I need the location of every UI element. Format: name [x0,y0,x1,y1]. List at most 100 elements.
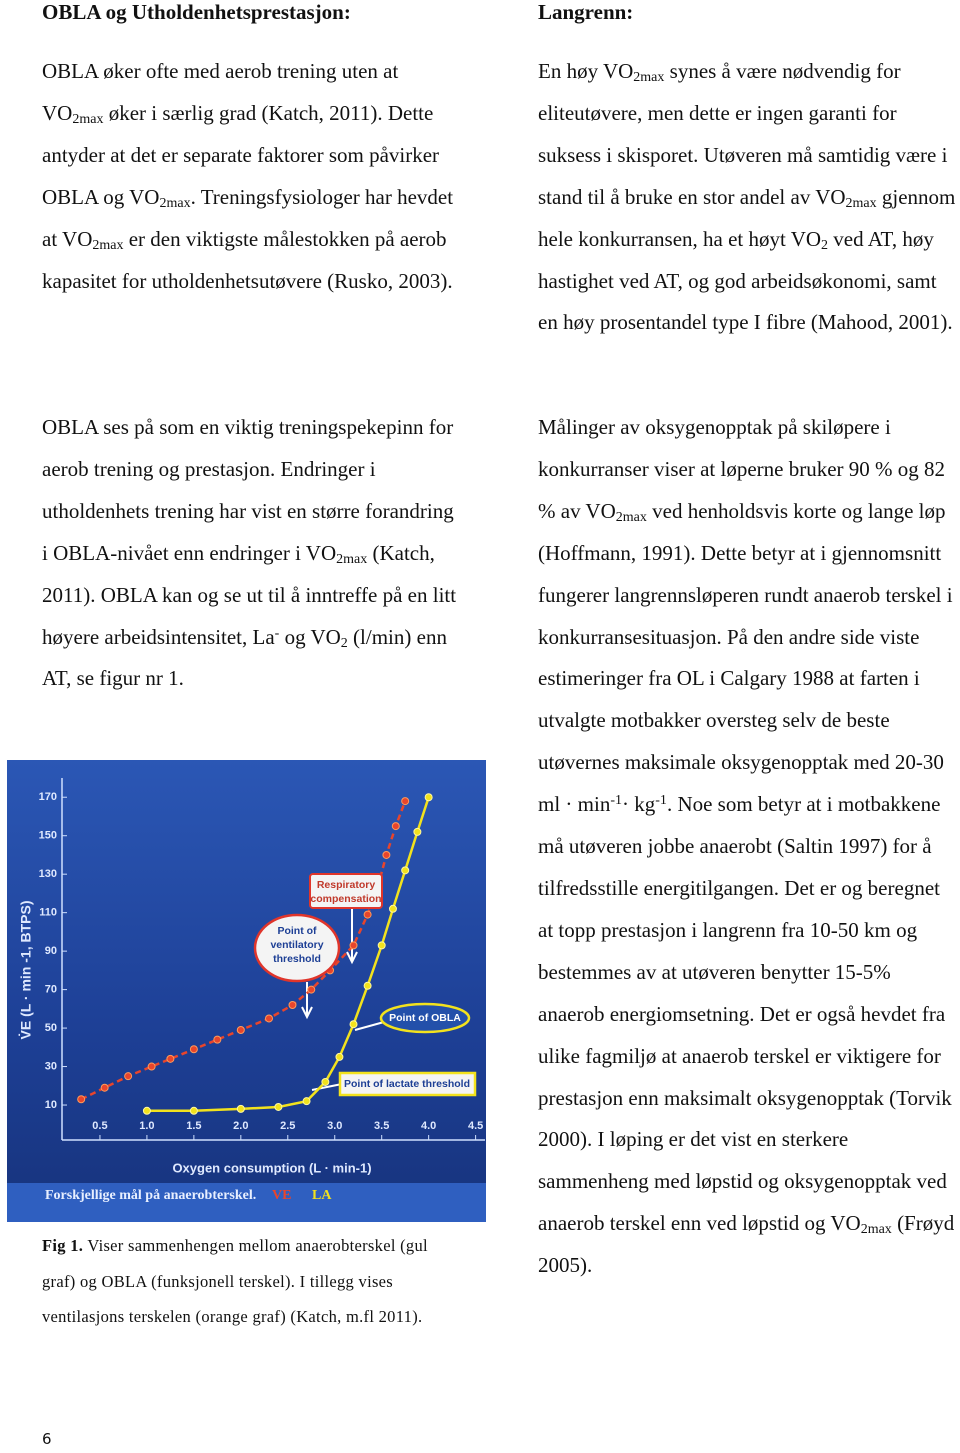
sub-text: 2max [92,237,124,253]
text-run: Viser sammenhengen mellom anaerobterskel… [42,1236,428,1326]
data-point [236,1026,245,1035]
sub-text: 2max [336,551,368,567]
data-point [166,1054,175,1063]
text-run: øker i særlig grad (Katch, 2011). Dette … [42,100,440,209]
data-point [377,941,386,950]
sub-text: 2 [821,237,829,253]
x-tick-label: 1.0 [139,1120,154,1132]
sup-text: - [274,625,280,641]
data-point [401,866,410,875]
data-point [265,1014,273,1023]
data-point [274,1102,283,1111]
x-tick-label: 2.5 [280,1120,295,1132]
x-tick-label: 0.5 [92,1120,107,1132]
sup-text: -1 [655,793,667,809]
heading: Langrenn: [538,0,634,24]
annotation: Point of OBLA [389,1012,461,1024]
x-tick-label: 4.5 [468,1120,483,1132]
text-run: (Katch, 2011). OBLA kan og se ut til å i… [42,540,457,649]
annotation: Point of [277,925,317,937]
figure-background [7,760,486,1222]
annotation-ellipse [379,1002,471,1034]
text-run: ved henholdsvis korte og lange løp (Hoff… [538,498,953,817]
arrows [301,908,385,1091]
data-point [424,793,433,802]
figure-strip [7,1183,486,1222]
x-tick-label: 3.0 [327,1120,342,1132]
x-tick-label: 2.0 [233,1120,248,1132]
caption: Fig 1. Viser sammenhengen mellom anaerob… [42,1228,462,1335]
data-point [321,1077,330,1086]
annotation: compensation [310,893,381,905]
data-point [382,850,391,859]
legend-entry: LA [312,1188,332,1203]
data-point [401,797,410,806]
sub-text: 2max [633,70,665,85]
x-tick-label: 4.0 [421,1120,436,1132]
sup-text: -1 [610,793,623,809]
sub-text: 2max [615,509,647,525]
data-point [307,985,316,994]
y-tick-label: 90 [45,945,57,957]
paragraph: OBLA ses på som en viktig treningspekepi… [42,407,462,700]
y-tick-label: 70 [45,984,57,996]
data-point [213,1035,222,1044]
x-tick-label: 3.5 [374,1120,389,1132]
data-point [349,1020,358,1029]
data-point [189,1045,198,1054]
data-point [236,1104,245,1113]
sub-text: 2max [159,195,191,211]
series-line [146,796,430,1113]
text-run: (Frøyd 2005). [538,1211,955,1278]
text-run: gjennom hele konkurransen, ha et høyt VO [538,184,956,251]
text-run: Målinger av oksygenopptak på skiløpere i… [538,415,946,523]
data-point [288,1000,297,1009]
data-point [363,910,372,919]
sub-text: 2max [72,111,104,127]
y-tick-label: 150 [39,830,57,842]
page-number: 6 [42,1430,52,1448]
heading: OBLA og Utholdenhetsprestasjon: [42,0,351,24]
bold-text: Fig 1. [42,1236,84,1255]
x-axis-label: Oxygen consumption (L · min-1) [172,1160,371,1175]
annotation-box [338,1071,477,1097]
text-run: og VO [279,624,341,649]
text-run: OBLA ses på som en viktig treningspekepi… [42,415,454,565]
sub-text: 2max [860,1222,892,1238]
text-run: En høy VO [538,59,634,83]
y-tick-label: 130 [39,868,57,880]
text-run: OBLA øker ofte med aerob trening uten at… [42,59,399,125]
y-tick-label: 10 [45,1099,57,1111]
data-point [100,1083,109,1092]
text-run: (l/min) enn AT, se figur nr 1. [42,624,447,691]
data-point [388,904,397,913]
text-run: ved AT, høy hastighet ved AT, og god arb… [538,226,953,335]
y-axis-label: V̇E (L · min -1, BTPS) [18,901,34,1040]
y-tick-label: 50 [45,1022,57,1034]
data-point [189,1106,198,1115]
data-point [391,822,400,831]
data-point [413,827,422,836]
annotation: threshold [273,953,321,965]
paragraph: OBLA øker ofte med aerob trening uten at… [42,51,462,302]
data-point [124,1072,133,1081]
text-run: . Noe som betyr at i motbakkene må utøve… [538,792,952,1236]
text-run: . Treningsfysiologer har hevdet at VO [42,184,454,251]
paragraph: En høy VO2max synes å være nødvendig for… [538,51,958,344]
text-run: synes å være nødvendig for eliteutøvere,… [538,59,948,209]
annotation-box [309,873,383,909]
paragraph: Målinger av oksygenopptak på skiløpere i… [538,407,958,1287]
text-run: · kg [622,792,656,817]
data-point [335,1052,344,1061]
sub-text: 2max [845,195,877,211]
text-run: er den viktigste målestokken på aerob ka… [42,226,453,293]
annotation-ellipse [253,913,341,983]
y-tick-label: 170 [39,791,57,803]
data-point [349,941,358,950]
data-point [77,1095,86,1104]
data-point [147,1062,156,1071]
annotation: Respiratory [317,879,376,891]
y-tick-label: 110 [39,907,57,919]
figure-note: Forskjellige mål på anaerobterskel. [45,1188,256,1203]
